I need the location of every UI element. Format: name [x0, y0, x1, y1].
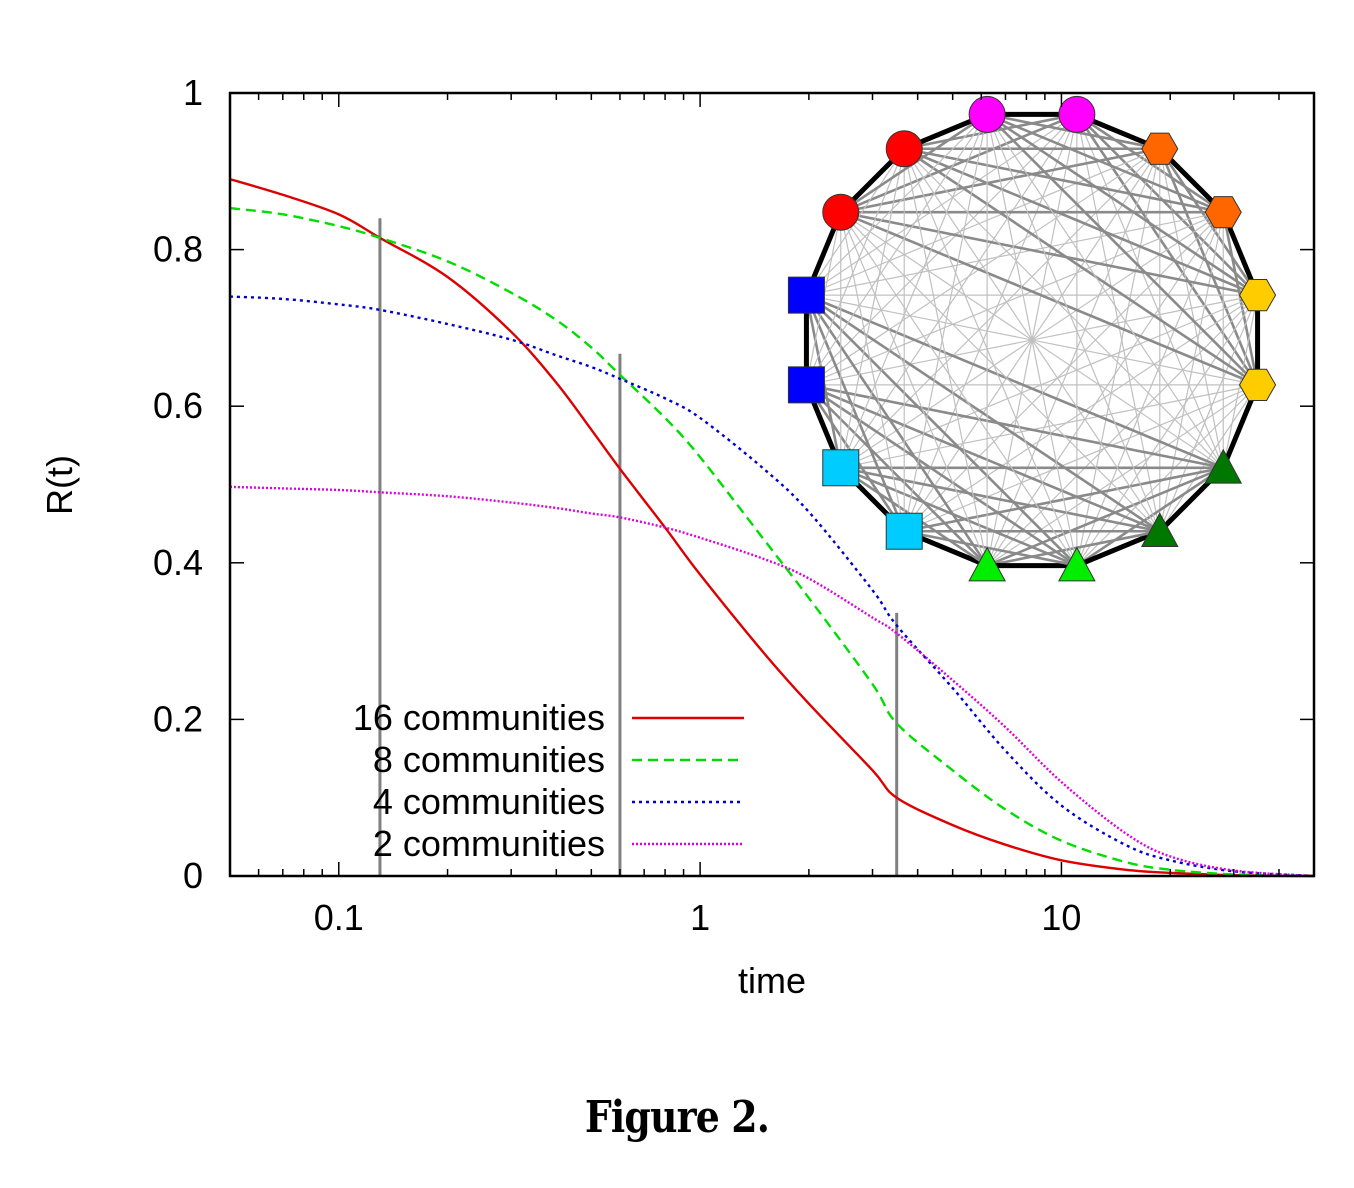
network-edge: [840, 114, 988, 469]
network-edge: [1076, 114, 1224, 469]
network-edge: [1076, 211, 1224, 566]
network-edge: [986, 114, 1161, 532]
network-edge: [903, 529, 1078, 567]
network-edge: [1076, 384, 1259, 567]
y-tick-label: 0: [183, 855, 203, 896]
network-edge: [1158, 148, 1259, 386]
network-edge: [805, 114, 988, 386]
series-lines: [229, 177, 1315, 878]
network-edge: [840, 294, 1258, 469]
network-node-circle: [885, 130, 923, 168]
network-edge: [840, 212, 905, 532]
y-axis-title: R(t): [39, 455, 80, 515]
axis-ticks: [229, 92, 1315, 877]
network-edge: [805, 383, 989, 567]
series-line-3: [229, 295, 1315, 878]
network-edge: [840, 148, 1161, 469]
network-edge: [840, 113, 1078, 214]
y-tick-label: 0.2: [153, 698, 203, 739]
network-node-square: [822, 449, 860, 487]
vertical-markers: [378, 218, 899, 876]
network-edge: [805, 383, 1161, 533]
y-tick-label: 0.8: [153, 229, 203, 270]
network-edge: [986, 113, 1224, 214]
network-edge: [840, 466, 1078, 567]
network-node-circle: [822, 193, 860, 231]
network-edge: [903, 384, 1258, 532]
network-edge: [840, 211, 1259, 387]
network-edge: [806, 211, 1224, 386]
network-node-circle: [968, 95, 1006, 133]
network-node-hexagon: [1141, 132, 1179, 165]
network-inset: [787, 95, 1277, 582]
x-tick-label: 10: [1041, 897, 1081, 938]
network-edge: [903, 148, 1078, 566]
y-tick-label: 0.6: [153, 385, 203, 426]
network-edge: [805, 294, 906, 532]
series-line-2: [229, 206, 1315, 878]
legend-label: 4 communities: [373, 781, 605, 822]
network-edge: [805, 293, 1224, 469]
network-edge: [1075, 528, 1161, 568]
network-edge: [986, 114, 1224, 469]
network-edge: [840, 211, 988, 566]
y-tick-label: 1: [183, 72, 203, 113]
network-edge: [903, 114, 1078, 532]
network-edge: [986, 466, 1224, 567]
network-node-square: [885, 512, 923, 550]
network-edge: [840, 210, 1258, 297]
network-edge: [840, 211, 1161, 532]
axis-tick-labels: 0.1 1 10 0 0.2 0.4 0.6 0.8 1: [153, 72, 1082, 938]
network-edge: [903, 211, 1224, 532]
network-node-square: [787, 366, 825, 404]
x-axis-title: time: [738, 960, 806, 1001]
y-tick-label: 0.4: [153, 542, 203, 583]
network-edge: [840, 148, 905, 468]
network-node-hexagon: [1204, 196, 1242, 229]
legend-label: 16 communities: [353, 697, 605, 738]
network-node-triangle: [1058, 546, 1096, 582]
x-tick-label: 1: [690, 897, 710, 938]
network-edge: [805, 148, 905, 386]
network-edge: [903, 114, 988, 532]
network-edge: [1075, 113, 1259, 297]
network-edge: [903, 147, 1259, 386]
network-edge: [986, 113, 1259, 297]
network-edges: [803, 111, 1261, 569]
network-edge: [1159, 294, 1259, 532]
network-edge: [805, 294, 1078, 567]
series-line-1: [229, 177, 1315, 878]
network-edge: [986, 114, 1078, 566]
network-edge: [806, 148, 1161, 296]
network-edge: [903, 148, 1224, 469]
network-node-triangle: [968, 546, 1006, 582]
figure-caption: Figure 2.: [584, 1092, 770, 1143]
network-node-circle: [1058, 95, 1096, 133]
network-node-square: [787, 276, 825, 314]
series-line-4: [229, 485, 1315, 878]
network-node-hexagon: [1239, 368, 1277, 401]
x-tick-label: 0.1: [314, 897, 364, 938]
network-edge: [903, 147, 1259, 297]
network-node-triangle: [1140, 512, 1179, 548]
network-edge: [986, 148, 1161, 566]
network-edge: [986, 113, 1259, 386]
network-edge: [805, 113, 988, 296]
legend-label: 8 communities: [373, 739, 605, 780]
network-node-hexagon: [1239, 279, 1277, 312]
plot-frame: [228, 91, 1316, 878]
network-node-triangle: [1204, 448, 1243, 484]
legend-label: 2 communities: [373, 823, 605, 864]
